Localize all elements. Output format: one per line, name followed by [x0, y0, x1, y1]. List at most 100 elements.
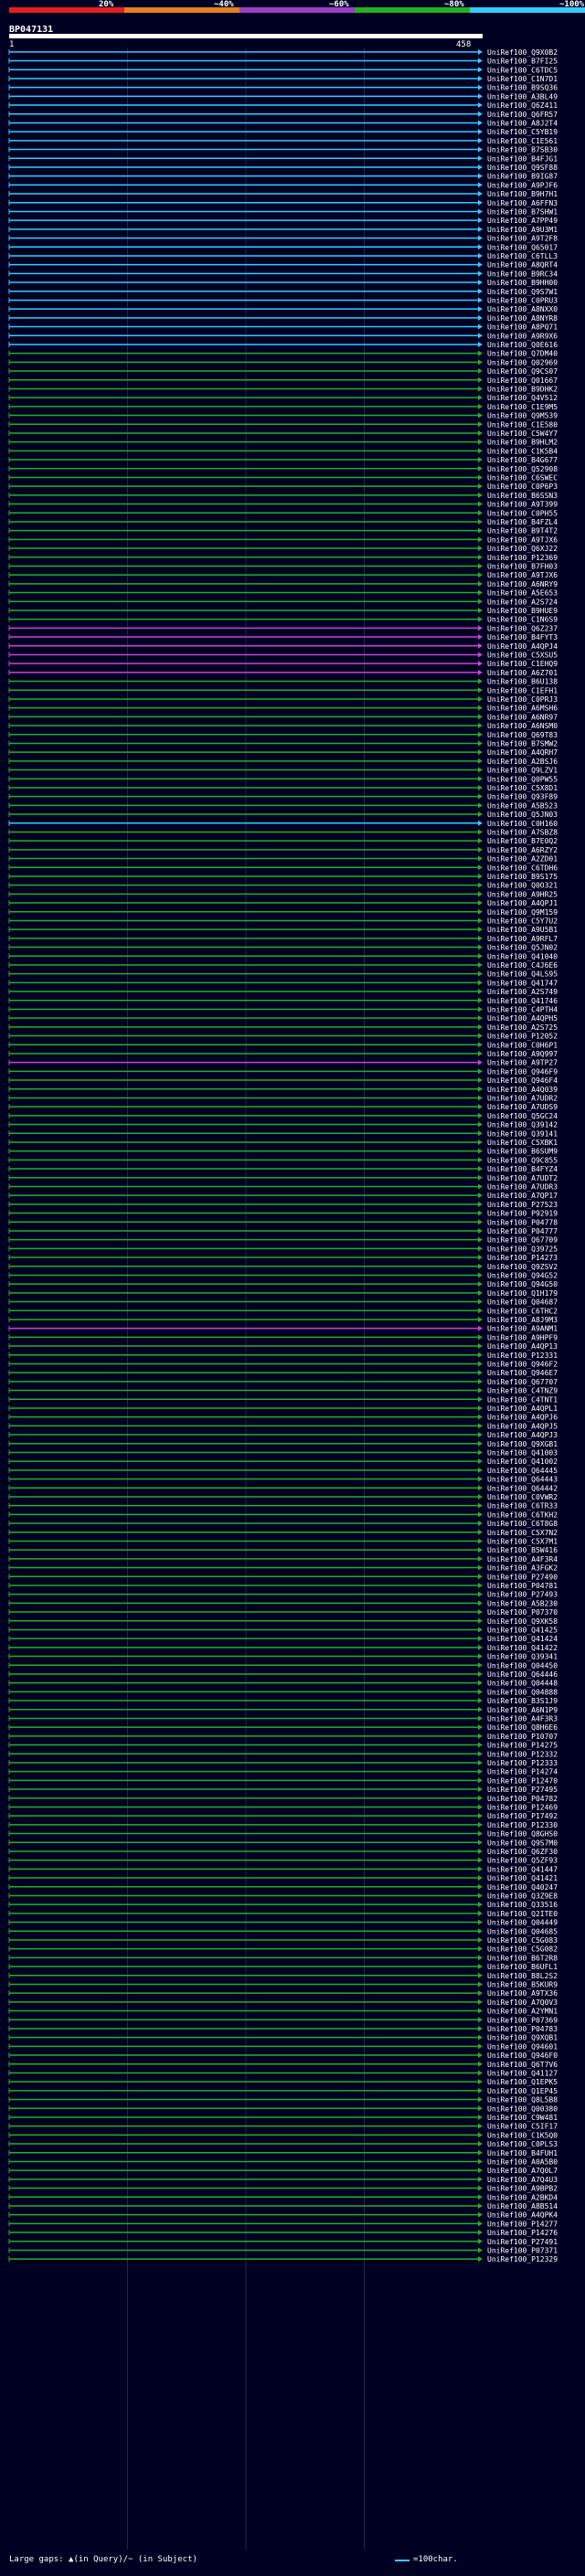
- alignment-row: UniRef100_B5W416: [8, 1546, 558, 1554]
- alignment-arrowhead: [478, 1821, 483, 1828]
- alignment-row: UniRef100_Q67709: [8, 1236, 558, 1245]
- subject-label: UniRef100_C5W4Y7: [487, 429, 558, 438]
- alignment-row: UniRef100_A5B523: [8, 801, 558, 810]
- subject-label: UniRef100_Q1H179: [487, 1289, 558, 1298]
- alignment-arrowhead: [478, 1936, 483, 1943]
- alignment-row: UniRef100_B9IG87: [8, 173, 558, 181]
- subject-label: UniRef100_C6THC2: [487, 1307, 558, 1315]
- alignment-arrowhead: [478, 1405, 483, 1411]
- alignment-arrowhead: [478, 208, 483, 215]
- subject-label: UniRef100_A9TX36: [487, 1989, 558, 1998]
- alignment-arrowhead: [478, 1227, 483, 1234]
- subject-label: UniRef100_A6FFN3: [487, 199, 558, 207]
- subject-label: UniRef100_B3S1J9: [487, 1697, 558, 1705]
- alignment-arrowhead: [478, 2230, 483, 2236]
- subject-label: UniRef100_Q41747: [487, 979, 558, 987]
- alignment-arrowhead: [478, 661, 483, 667]
- alignment-row: UniRef100_Q1EPK5: [8, 2078, 558, 2086]
- alignment-row: UniRef100_A2S725: [8, 1023, 558, 1032]
- alignment-arrowhead: [478, 1591, 483, 1597]
- scale-label: 20%: [99, 0, 114, 9]
- alignment-arrowhead: [478, 1068, 483, 1075]
- alignment-arrowhead: [478, 2017, 483, 2023]
- alignment-row: UniRef100_A9HR25: [8, 890, 558, 898]
- alignment-arrowhead: [478, 1582, 483, 1588]
- alignment-arrowhead: [478, 1449, 483, 1456]
- subject-label: UniRef100_B9SQ36: [487, 84, 558, 92]
- subject-label: UniRef100_Q94G50: [487, 1280, 558, 1288]
- subject-label: UniRef100_B5W416: [487, 1546, 558, 1554]
- alignment-arrowhead: [478, 607, 483, 613]
- alignment-row: UniRef100_B9H7H1: [8, 190, 558, 198]
- alignment-row: UniRef100_Q02969: [8, 358, 558, 366]
- alignment-arrowhead: [478, 1574, 483, 1580]
- subject-label: UniRef100_Q64445: [487, 1467, 558, 1475]
- subject-label: UniRef100_A9U3M1: [487, 226, 558, 234]
- alignment-arrowhead: [478, 705, 483, 711]
- alignment-row: UniRef100_Q41127: [8, 2069, 558, 2077]
- alignment-arrowhead: [478, 146, 483, 153]
- subject-label: UniRef100_A6RZY2: [487, 846, 558, 854]
- subject-label: UniRef100_A4QPJ5: [487, 1422, 558, 1430]
- alignment-row: UniRef100_A4Q039: [8, 1086, 558, 1094]
- alignment-arrowhead: [478, 1432, 483, 1438]
- alignment-row: UniRef100_B4G677: [8, 456, 558, 464]
- alignment-arrowhead: [478, 2105, 483, 2112]
- subject-label: UniRef100_C1EHQ9: [487, 660, 558, 668]
- alignment-row: UniRef100_A8J9M3: [8, 1316, 558, 1324]
- alignment-arrowhead: [478, 2025, 483, 2031]
- subject-label: UniRef100_Q40247: [487, 1883, 558, 1892]
- alignment-arrowhead: [478, 1440, 483, 1447]
- alignment-arrowhead: [478, 448, 483, 454]
- alignment-arrowhead: [478, 1990, 483, 1997]
- alignment-row: UniRef100_P14273: [8, 1254, 558, 1262]
- alignment-arrowhead: [478, 1830, 483, 1837]
- alignment-arrowhead: [478, 1396, 483, 1403]
- subject-label: UniRef100_A8B514: [487, 2202, 558, 2210]
- alignment-arrowhead: [478, 412, 483, 419]
- alignment-arrowhead: [478, 1751, 483, 1757]
- subject-label: UniRef100_A4Q039: [487, 1086, 558, 1094]
- alignment-row: UniRef100_Q6ZF30: [8, 1848, 558, 1856]
- alignment-arrowhead: [478, 2034, 483, 2041]
- subject-label: UniRef100_C4J6E6: [487, 961, 558, 970]
- alignment-row: UniRef100_C1N7D1: [8, 75, 558, 83]
- alignment-arrowhead: [478, 1547, 483, 1553]
- subject-label: UniRef100_B8L2S2: [487, 1972, 558, 1980]
- alignment-row: UniRef100_Q94601: [8, 2042, 558, 2051]
- alignment-arrowhead: [478, 554, 483, 560]
- alignment-row: UniRef100_A9U3M1: [8, 226, 558, 234]
- subject-label: UniRef100_Q4LS95: [487, 970, 558, 979]
- alignment-arrowhead: [478, 252, 483, 259]
- alignment-arrowhead: [478, 2070, 483, 2076]
- alignment-row: UniRef100_P12469: [8, 1803, 558, 1811]
- subject-label: UniRef100_A7Q0L7: [487, 2167, 558, 2175]
- alignment-arrowhead: [478, 1095, 483, 1101]
- alignment-row: UniRef100_B4FZL4: [8, 518, 558, 526]
- alignment-arrowhead: [478, 1193, 483, 1199]
- subject-label: UniRef100_B4FYT3: [487, 633, 558, 641]
- alignment-row: UniRef100_P27523: [8, 1201, 558, 1209]
- alignment-row: UniRef100_P27493: [8, 1591, 558, 1599]
- alignment-arrowhead: [478, 527, 483, 534]
- subject-label: UniRef100_P12469: [487, 1803, 558, 1811]
- alignment-arrowhead: [478, 1308, 483, 1314]
- alignment-arrowhead: [478, 864, 483, 871]
- subject-label: UniRef100_A9RFL7: [487, 935, 558, 943]
- subject-label: UniRef100_Q9X0B2: [487, 48, 558, 57]
- subject-label: UniRef100_C6TR33: [487, 1502, 558, 1511]
- alignment-arrowhead: [478, 873, 483, 879]
- subject-label: UniRef100_A6Z701: [487, 669, 558, 677]
- alignment-arrowhead: [478, 1875, 483, 1882]
- scale-legend-text: =100char.: [413, 2555, 458, 2564]
- alignment-row: UniRef100_Q41003: [8, 1448, 558, 1457]
- alignment-row: UniRef100_Q6Z237: [8, 624, 558, 632]
- subject-label: UniRef100_A6NSM0: [487, 722, 558, 730]
- alignment-arrowhead: [478, 518, 483, 525]
- alignment-row: UniRef100_A6NSM0: [8, 722, 558, 730]
- alignment-arrowhead: [478, 341, 483, 347]
- alignment-arrowhead: [478, 953, 483, 959]
- alignment-arrowhead: [478, 793, 483, 800]
- alignment-row: UniRef100_Q01667: [8, 376, 558, 385]
- alignment-arrowhead: [478, 1981, 483, 1988]
